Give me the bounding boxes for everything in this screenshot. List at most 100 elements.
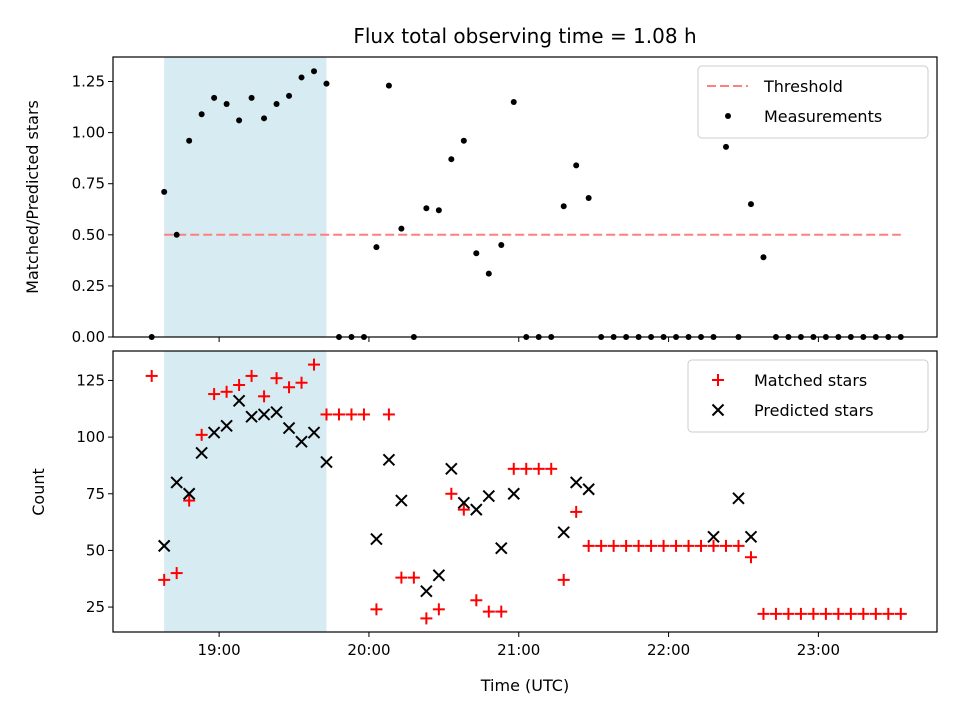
marker-stroke (270, 405, 283, 419)
matched-star-marker (270, 372, 283, 385)
marker-stroke (157, 539, 171, 553)
matched-star-marker (769, 607, 782, 620)
matched-star-marker (807, 607, 820, 620)
marker-stroke (420, 585, 433, 598)
axes-frame (112, 350, 938, 633)
measurement-point (223, 101, 230, 108)
marker-stroke (711, 403, 725, 417)
marker-stroke (732, 492, 745, 505)
measurement-point (498, 242, 505, 249)
matched-star-marker (545, 462, 558, 475)
matched-star-marker (645, 539, 658, 552)
predicted-star-marker (445, 462, 458, 476)
predicted-star-marker (182, 487, 196, 500)
predicted-star-marker (382, 453, 396, 466)
predicted-star-marker (470, 503, 483, 516)
measurement-point (236, 117, 243, 124)
matched-star-marker (445, 487, 458, 500)
legend-label: Predicted stars (754, 401, 874, 420)
predicted-star-marker (569, 476, 583, 489)
matched-star-marker (495, 605, 508, 618)
predicted-star-marker (707, 530, 720, 544)
predicted-star-marker (195, 446, 208, 460)
predicted-star-marker (557, 526, 570, 539)
measurement-point (760, 254, 767, 261)
marker-stroke (582, 483, 595, 496)
legend: Matched stars Predicted stars (687, 359, 929, 433)
y-tick-label: 25 (86, 598, 105, 616)
predicted-star-marker (370, 532, 383, 546)
y-tick-label: 100 (76, 428, 105, 446)
legend-predicted-swatch (711, 403, 725, 417)
matched-star-marker (757, 607, 770, 620)
matched-star-marker (595, 539, 608, 552)
legend: Threshold Measurements (697, 65, 929, 139)
marker-stroke (207, 426, 221, 439)
matched-star-marker (432, 603, 445, 616)
predicted-star-marker (232, 394, 246, 408)
measurement-point (485, 270, 492, 277)
matched-star-marker (170, 567, 183, 580)
predicted-star-marker (582, 483, 595, 496)
marker-stroke (245, 410, 258, 423)
measurement-point (286, 92, 293, 99)
top-chart-title: Flux total observing time = 1.08 h (353, 24, 696, 48)
matched-star-marker (844, 607, 857, 620)
predicted-star-marker (282, 421, 296, 435)
measurement-point (460, 137, 467, 144)
matched-star-marker (857, 607, 870, 620)
bottom-panel: 25 50 75 100 125 19:00 20:00 21:00 22:00 23:00 Mat… (76, 350, 938, 659)
matched-star-marker (557, 573, 570, 586)
legend-label: Threshold (763, 77, 843, 96)
matched-star-marker (507, 462, 520, 475)
marker-stroke (557, 526, 570, 539)
predicted-star-marker (157, 539, 171, 553)
matched-star-marker (382, 408, 395, 421)
measurement-point (585, 195, 592, 202)
matched-star-marker (407, 571, 420, 584)
series-plus (145, 358, 907, 625)
measurement-point (385, 82, 392, 89)
marker-stroke (220, 419, 233, 432)
matched-star-marker (682, 539, 695, 552)
marker-stroke (232, 394, 246, 408)
observing-window-band (164, 57, 327, 337)
legend-box (687, 359, 929, 433)
matched-star-marker (308, 358, 321, 371)
series-x (157, 394, 758, 598)
observing-window-band (164, 351, 327, 632)
matched-star-marker (620, 539, 633, 552)
y-tick-label: 50 (86, 541, 105, 559)
matched-star-marker (607, 539, 620, 552)
matched-star-marker (894, 607, 907, 620)
marker-stroke (395, 494, 408, 507)
predicted-star-marker (295, 435, 308, 448)
matched-star-marker (420, 612, 433, 625)
marker-stroke (470, 503, 483, 516)
measurement-point (161, 188, 168, 195)
measurement-point (298, 74, 305, 81)
matched-star-marker (869, 607, 882, 620)
measurement-point (211, 94, 218, 101)
marker-stroke (170, 476, 183, 489)
y-tick-label: 0.25 (72, 277, 105, 295)
measurement-point (435, 207, 442, 214)
top-panel: 0.00 0.25 0.50 0.75 1.00 1.25 Threshold Measure… (72, 56, 938, 346)
predicted-star-marker (395, 494, 408, 507)
marker-stroke (445, 462, 458, 476)
predicted-star-marker (495, 541, 508, 555)
marker-stroke (507, 487, 520, 500)
matched-star-marker (345, 408, 358, 421)
marker-stroke (370, 532, 383, 546)
x-tick-label: 20:00 (347, 641, 390, 659)
y-tick-label: 1.00 (72, 124, 105, 142)
measurement-point (198, 111, 205, 118)
matched-star-marker (570, 505, 583, 518)
matched-star-marker (183, 494, 196, 507)
matched-star-marker (220, 385, 233, 398)
matched-star-marker (145, 369, 158, 382)
axes-frame (112, 56, 938, 338)
matched-star-marker (744, 551, 757, 564)
matched-star-marker (720, 539, 733, 552)
matched-star-marker (370, 603, 383, 616)
